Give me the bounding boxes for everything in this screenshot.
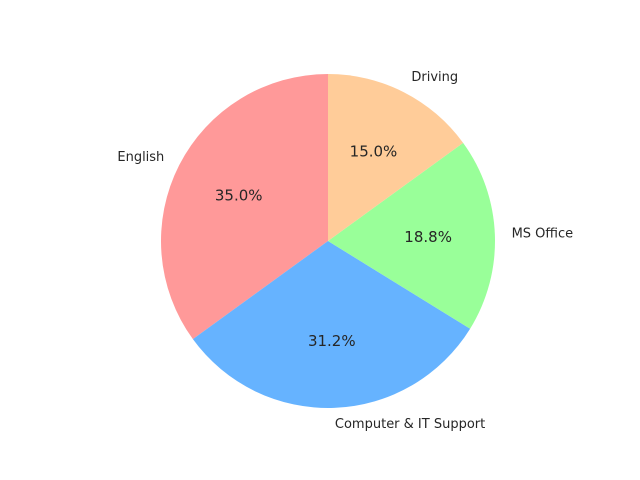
percent-label-computer-and-it-support: 31.2% bbox=[308, 332, 356, 350]
percent-label-ms-office: 18.8% bbox=[404, 228, 452, 246]
category-label-driving: Driving bbox=[411, 70, 458, 85]
percent-label-driving: 15.0% bbox=[350, 143, 398, 161]
category-label-english: English bbox=[117, 150, 164, 165]
percent-label-english: 35.0% bbox=[215, 187, 263, 205]
category-label-ms-office: MS Office bbox=[512, 227, 574, 242]
category-label-computer-and-it-support: Computer & IT Support bbox=[335, 417, 485, 432]
